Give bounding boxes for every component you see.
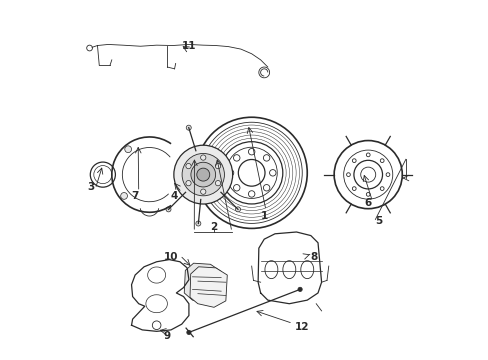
Circle shape xyxy=(186,125,191,130)
Text: 9: 9 xyxy=(163,331,171,341)
Polygon shape xyxy=(190,267,227,307)
Text: 12: 12 xyxy=(294,322,308,332)
Circle shape xyxy=(186,330,191,334)
Circle shape xyxy=(190,162,215,187)
Circle shape xyxy=(165,207,171,212)
Text: 11: 11 xyxy=(182,41,196,50)
Text: 7: 7 xyxy=(131,191,139,201)
Circle shape xyxy=(174,145,232,204)
Text: 5: 5 xyxy=(375,216,382,226)
Text: 4: 4 xyxy=(170,191,178,201)
Circle shape xyxy=(121,193,127,199)
Circle shape xyxy=(185,163,191,169)
Polygon shape xyxy=(184,263,221,304)
Circle shape xyxy=(297,287,302,292)
Circle shape xyxy=(185,180,191,186)
Text: 1: 1 xyxy=(260,211,267,221)
Text: 6: 6 xyxy=(364,198,371,208)
Text: 10: 10 xyxy=(163,252,178,262)
Text: 3: 3 xyxy=(87,182,95,192)
Circle shape xyxy=(124,146,131,153)
Circle shape xyxy=(182,153,224,196)
Circle shape xyxy=(215,163,220,169)
Text: 8: 8 xyxy=(310,252,317,262)
Circle shape xyxy=(196,168,209,181)
Circle shape xyxy=(235,207,240,212)
Circle shape xyxy=(215,180,220,186)
Text: 2: 2 xyxy=(210,222,217,231)
Circle shape xyxy=(196,221,201,226)
Circle shape xyxy=(200,189,205,194)
Circle shape xyxy=(200,155,205,160)
